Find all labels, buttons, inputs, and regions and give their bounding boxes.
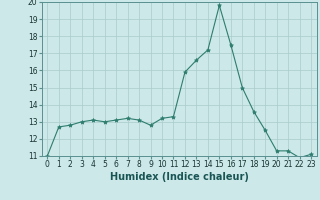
X-axis label: Humidex (Indice chaleur): Humidex (Indice chaleur) (110, 172, 249, 182)
